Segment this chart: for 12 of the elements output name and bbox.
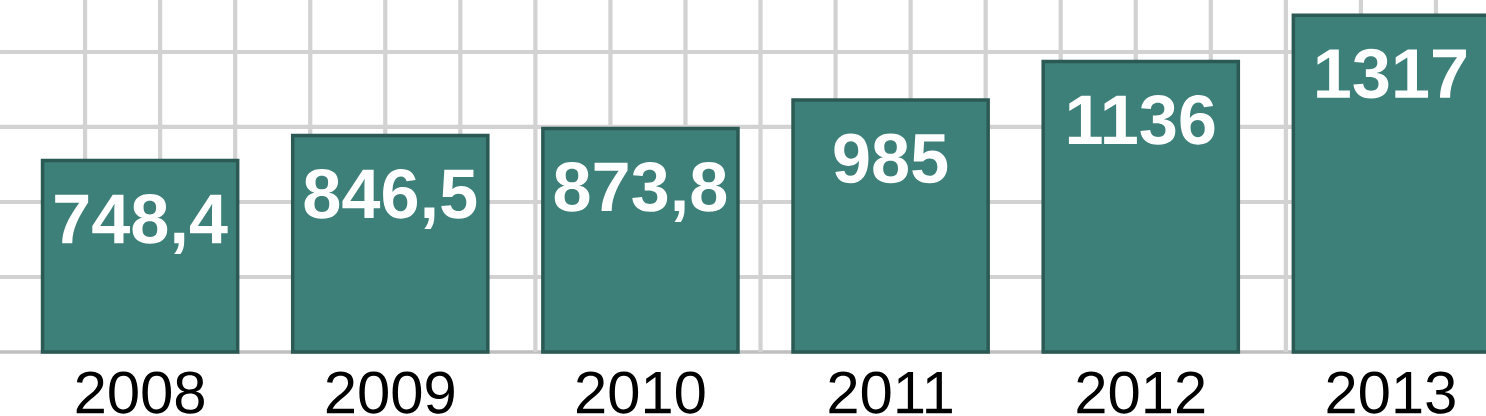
- x-tick-label: 2011: [829, 371, 952, 414]
- data-label: 1136: [1068, 94, 1215, 145]
- data-label: 748,4: [55, 194, 228, 255]
- x-tick-label: 2013: [1327, 371, 1455, 414]
- data-label: 873,8: [554, 162, 727, 222]
- x-tick-label: 2012: [1077, 371, 1205, 414]
- x-tick-label: 2008: [76, 371, 204, 414]
- x-tick-label: 2009: [326, 371, 454, 414]
- data-label: 985: [834, 133, 948, 184]
- data-label: 1317: [1317, 48, 1466, 99]
- x-tick-label: 2010: [577, 371, 705, 414]
- data-label: 846,5: [304, 169, 477, 229]
